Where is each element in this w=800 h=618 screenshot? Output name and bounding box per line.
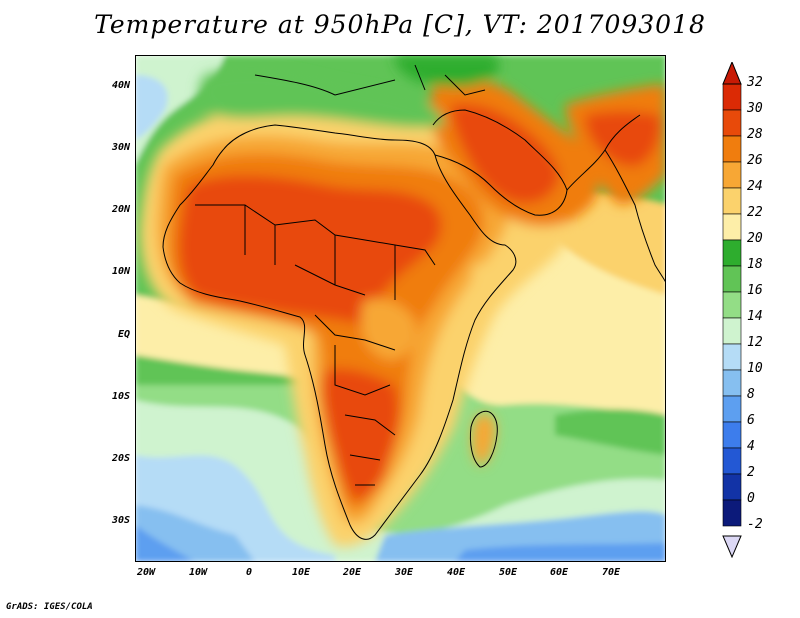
- colorbar-cell: [722, 473, 742, 501]
- colorbar-label: 32: [747, 75, 763, 90]
- colorbar-cell: [722, 265, 742, 293]
- colorbar-cell: [722, 499, 742, 527]
- colorbar-cell: [722, 447, 742, 475]
- plot-title: Temperature at 950hPa [C], VT: 201709301…: [94, 10, 706, 39]
- lat-label-eq: EQ: [117, 329, 130, 340]
- colorbar-bottom-arrow: [722, 535, 742, 558]
- lon-label-40e: 40E: [446, 567, 466, 578]
- lat-label-30s: 30S: [111, 515, 130, 526]
- colorbar-top-arrow: [722, 62, 742, 85]
- lon-label-50e: 50E: [498, 567, 518, 578]
- colorbar-cell: [722, 343, 742, 371]
- colorbar-label: 18: [747, 257, 763, 272]
- colorbar-cell: [722, 109, 742, 137]
- colorbar-cell: [722, 135, 742, 163]
- colorbar-label: 26: [747, 153, 763, 168]
- colorbar-label: 28: [747, 127, 763, 142]
- lat-label-10n: 10N: [111, 266, 130, 277]
- colorbar-label: 8: [747, 387, 755, 402]
- lon-label-60e: 60E: [549, 567, 569, 578]
- lat-label-20n: 20N: [111, 204, 130, 215]
- colorbar-label: 6: [747, 413, 755, 428]
- colorbar-label: 4: [747, 439, 755, 454]
- colorbar-cell: [722, 239, 742, 267]
- coastlines: [162, 64, 666, 540]
- colorbar-cell: [722, 161, 742, 189]
- colorbar-label: -2: [747, 517, 763, 532]
- colorbar-label: 24: [747, 179, 763, 194]
- colorbar-cell: [722, 395, 742, 423]
- lat-label-10s: 10S: [111, 391, 130, 402]
- lat-label-40n: 40N: [111, 80, 130, 91]
- colorbar-label: 2: [747, 465, 755, 480]
- colorbar: [722, 62, 742, 558]
- lon-label-70e: 70E: [601, 567, 621, 578]
- colorbar-label: 14: [747, 309, 763, 324]
- lon-label-30e: 30E: [394, 567, 414, 578]
- lon-label-20e: 20E: [342, 567, 362, 578]
- grads-footer: GrADS: IGES/COLA: [6, 602, 93, 612]
- colorbar-cell: [722, 213, 742, 241]
- colorbar-cell: [722, 369, 742, 397]
- colorbar-label: 30: [747, 101, 763, 116]
- colorbar-cell: [722, 83, 742, 111]
- colorbar-cell: [722, 317, 742, 345]
- colorbar-label: 20: [747, 231, 763, 246]
- lon-label-10e: 10E: [291, 567, 311, 578]
- lat-label-20s: 20S: [111, 453, 130, 464]
- colorbar-label: 0: [747, 491, 755, 506]
- colorbar-label: 22: [747, 205, 763, 220]
- colorbar-label: 10: [747, 361, 763, 376]
- lat-label-30n: 30N: [111, 142, 130, 153]
- lon-label-20w: 20W: [136, 567, 156, 578]
- colorbar-label: 16: [747, 283, 763, 298]
- colorbar-cell: [722, 291, 742, 319]
- colorbar-label: 12: [747, 335, 763, 350]
- lon-label-10w: 10W: [188, 567, 208, 578]
- temperature-map: [135, 55, 666, 562]
- lon-label-0: 0: [245, 567, 253, 578]
- colorbar-cell: [722, 187, 742, 215]
- land-temperature: [140, 55, 666, 547]
- colorbar-cell: [722, 421, 742, 449]
